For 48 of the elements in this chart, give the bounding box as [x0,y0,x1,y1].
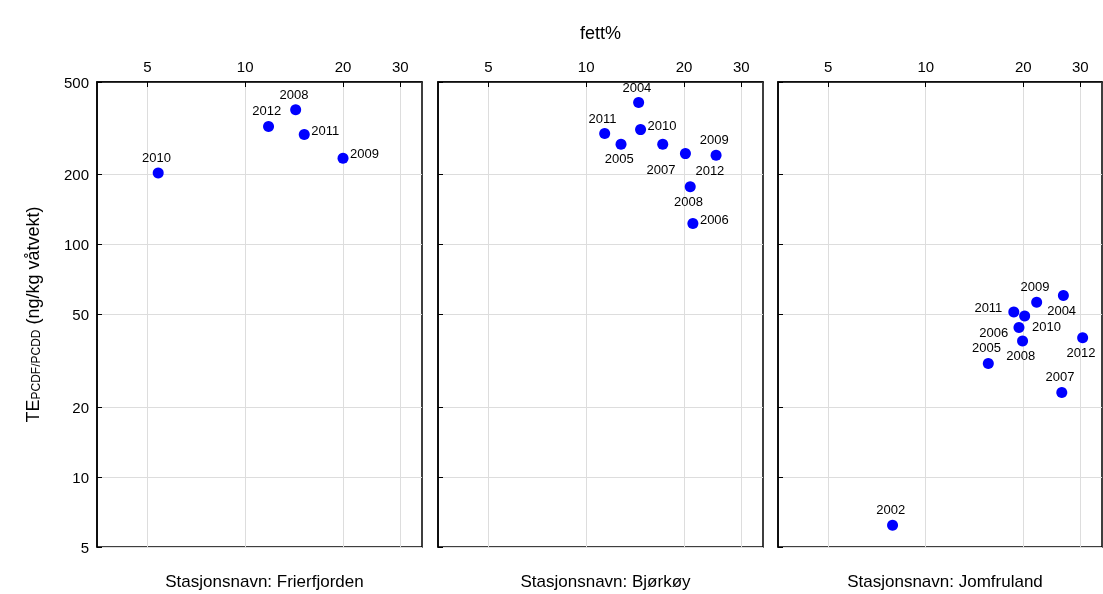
annotation: 2010 [1031,319,1061,335]
text: Stasjonsnavn: Bjørkøy [520,572,692,591]
annotation: 2005 [604,151,634,167]
annotation: 2004 [622,79,652,95]
annotation: 2008 [674,193,703,209]
annotation: 2007 [1045,369,1075,385]
annotation: 2011 [974,300,1003,316]
annotation: 2012 [695,162,725,178]
annotation: 2009 [350,146,379,162]
x-tick-label: 5 [143,58,152,75]
annotation: 2006 [979,324,1009,340]
x-tick-label: 30 [732,58,750,75]
annotation: 2006 [699,211,729,227]
annotation: 2010 [647,117,677,133]
x-tick-label: 10 [236,58,254,75]
x-tick-label: 20 [675,58,693,75]
y-tick-label: 100 [63,236,89,254]
annotation: 2002 [876,502,906,518]
annotation: 2010 [142,150,171,166]
annotation: 2008 [1006,347,1036,363]
x-tick-label: 5 [824,58,833,75]
text: Stasjonsnavn: Frierfjorden [165,572,364,591]
annotation: 2008 [279,86,309,102]
y-tick-label: 200 [63,166,89,184]
annotation: 2009 [699,132,729,148]
annotation: 2012 [252,103,282,119]
y-tick-label: 20 [72,398,89,416]
annotation: 2004 [1047,302,1077,318]
text: Stasjonsnavn: Jomfruland [847,572,1043,591]
x-tick-label: 20 [334,58,352,75]
x-axis-title: fett% [579,23,622,43]
annotation: 2012 [1066,344,1096,360]
x-tick-label: 10 [577,58,595,75]
annotation: 2005 [972,340,1002,356]
y-tick-label: 500 [63,73,89,91]
y-axis-title: TEPCDF/PCDD (ng/kg våtvekt) [23,206,43,423]
annotation: 2011 [311,122,340,138]
x-tick-label: 30 [391,58,409,75]
y-tick-label: 50 [72,306,89,323]
y-tick-label: 10 [72,468,89,486]
x-tick-label: 20 [1014,58,1032,75]
x-tick-label: 30 [1071,58,1089,75]
annotation: 2011 [588,110,617,126]
annotation: 2009 [1020,279,1050,295]
y-tick-label: 5 [80,538,89,556]
x-tick-label: 5 [484,58,493,75]
x-tick-label: 10 [917,58,935,75]
annotation: 2007 [646,162,676,178]
